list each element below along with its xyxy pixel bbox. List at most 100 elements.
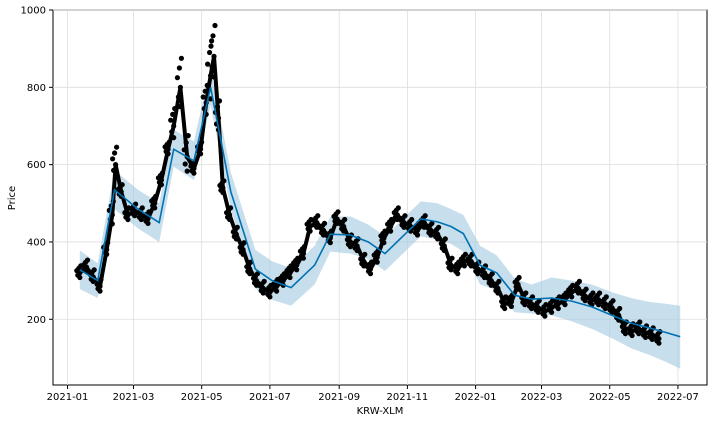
observed-point xyxy=(209,38,215,44)
observed-point xyxy=(145,220,151,226)
observed-point xyxy=(178,55,184,61)
forecast-yhat-line xyxy=(79,87,681,338)
observed-point xyxy=(402,213,408,219)
observed-point xyxy=(335,209,341,215)
observed-point xyxy=(182,161,188,167)
observed-point xyxy=(603,294,609,300)
observed-point xyxy=(132,213,138,219)
observed-point xyxy=(522,302,528,308)
grid xyxy=(53,9,707,385)
observed-point xyxy=(327,240,333,246)
observed-point xyxy=(91,267,97,273)
observed-point xyxy=(110,156,116,162)
x-axis-label: KRW-XLM xyxy=(357,406,404,417)
observed-point xyxy=(629,332,635,339)
observed-point xyxy=(342,216,348,223)
observed-point xyxy=(260,290,266,296)
x-tick-label: 2021-05 xyxy=(181,392,223,403)
observed-point xyxy=(555,305,561,312)
observed-point xyxy=(597,290,603,296)
observed-point xyxy=(212,22,218,29)
observed-point xyxy=(576,278,583,284)
forecast-interval-area xyxy=(79,68,681,369)
observed-point xyxy=(97,288,103,294)
observed-point xyxy=(429,220,435,226)
observed-point xyxy=(508,303,514,310)
observed-point xyxy=(622,331,629,337)
observed-point xyxy=(529,294,536,300)
x-tick-label: 2021-01 xyxy=(47,392,89,403)
observed-point xyxy=(112,150,118,156)
x-tick-label: 2022-07 xyxy=(657,392,699,403)
x-tick-label: 2021-11 xyxy=(386,392,428,403)
y-tick-label: 1000 xyxy=(21,6,46,17)
observed-point xyxy=(436,224,442,230)
x-tick-label: 2021-07 xyxy=(249,392,291,403)
observed-point xyxy=(475,271,481,277)
forecast-line xyxy=(79,87,681,338)
observed-point xyxy=(210,33,216,39)
observed-point xyxy=(191,170,197,176)
x-tick-label: 2022-01 xyxy=(455,392,497,403)
x-tick-label: 2021-03 xyxy=(113,392,155,403)
observed-point xyxy=(590,290,596,296)
x-axis-ticks: 2021-01 2021-03 2021-05 2021-07 2021-09 2021-… xyxy=(47,385,699,403)
observed-point xyxy=(582,298,588,304)
observed-point xyxy=(656,340,662,346)
observed-point xyxy=(428,232,434,238)
observed-point xyxy=(535,309,541,315)
observed-point xyxy=(610,298,616,304)
y-tick-label: 600 xyxy=(27,160,46,171)
observed-point xyxy=(241,240,247,246)
y-axis-label: Price xyxy=(7,186,18,210)
observed-point xyxy=(583,286,589,292)
observed-point xyxy=(549,309,555,315)
observed-point xyxy=(395,205,401,211)
observed-point xyxy=(642,334,649,340)
observed-point xyxy=(496,278,502,284)
observed-point xyxy=(174,75,180,81)
observed-point xyxy=(401,224,407,230)
observed-point xyxy=(184,168,190,174)
observed-point xyxy=(409,216,415,223)
observed-point xyxy=(367,271,374,277)
observed-point xyxy=(176,65,182,71)
observed-point xyxy=(528,305,535,312)
uncertainty-band xyxy=(79,68,681,369)
observed-point xyxy=(562,302,568,308)
observed-point xyxy=(207,49,213,56)
observed-point xyxy=(442,236,448,242)
x-tick-label: 2022-03 xyxy=(521,392,563,403)
observed-point xyxy=(448,267,454,273)
observed-point xyxy=(77,274,83,281)
observed-point xyxy=(516,274,522,281)
observed-point xyxy=(208,43,214,49)
observed-point xyxy=(139,205,145,211)
observed-point xyxy=(347,244,353,250)
observed-point xyxy=(649,336,655,342)
observed-point xyxy=(414,232,421,238)
observed-point xyxy=(422,213,428,219)
observed-point xyxy=(205,61,211,67)
observed-point xyxy=(267,294,273,300)
y-axis-ticks: 200 400 600 800 1000 xyxy=(21,6,53,326)
observed-point xyxy=(455,271,461,277)
y-tick-label: 800 xyxy=(27,83,46,94)
observed-point xyxy=(125,216,131,223)
observed-point xyxy=(542,313,548,319)
observed-point xyxy=(637,319,643,325)
observed-point xyxy=(502,305,508,312)
observed-point xyxy=(602,305,608,312)
observed-point xyxy=(315,213,321,219)
observed-point xyxy=(200,94,206,100)
observed-point xyxy=(254,271,261,277)
observed-point xyxy=(168,117,174,123)
observed-point xyxy=(321,220,328,226)
observed-point xyxy=(84,257,91,263)
observed-point xyxy=(462,251,468,257)
x-tick-label: 2022-05 xyxy=(589,392,631,403)
y-tick-label: 200 xyxy=(27,315,46,326)
observed-points xyxy=(74,22,663,346)
observed-point xyxy=(261,278,267,284)
